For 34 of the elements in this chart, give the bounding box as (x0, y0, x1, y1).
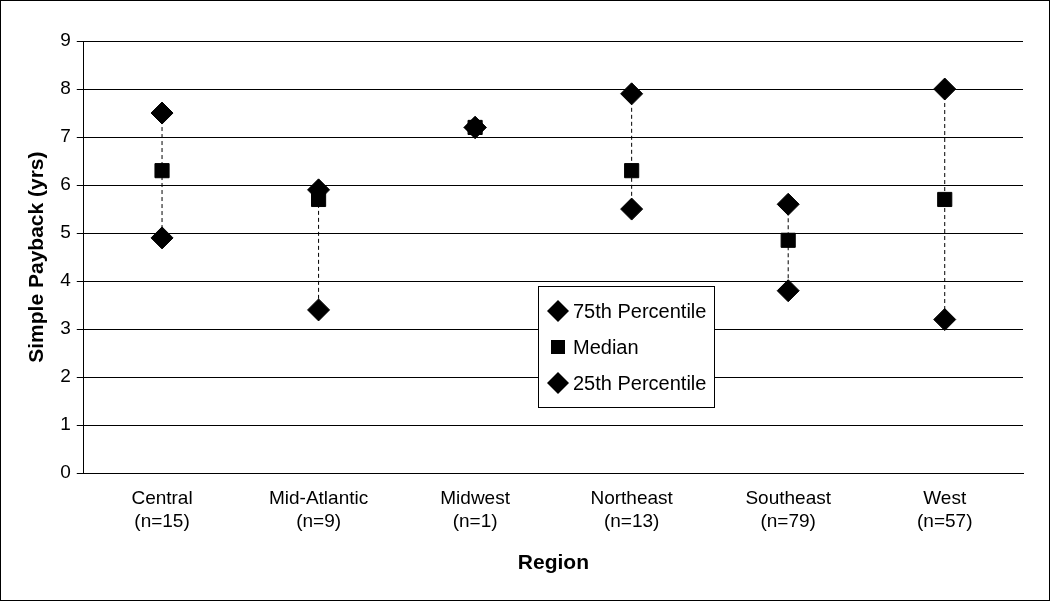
point (780, 232, 796, 248)
y-tick-label: 5 (60, 221, 71, 243)
x-tick-label: West (n=57) (917, 486, 973, 531)
y-tick-label: 4 (60, 269, 72, 291)
x-tick-label: Central (n=15) (131, 486, 193, 531)
y-tick-label: 8 (60, 77, 71, 99)
x-axis-title: Region (517, 550, 589, 574)
point (624, 163, 640, 179)
y-tick-label: 2 (60, 365, 71, 387)
y-axis-title: Simple Payback (yrs) (24, 151, 48, 363)
point (150, 226, 174, 250)
point (776, 192, 800, 216)
y-tick-label: 9 (60, 29, 71, 51)
y-tick-label: 0 (60, 461, 71, 483)
point (620, 82, 644, 106)
point (933, 308, 957, 332)
point (150, 101, 174, 125)
x-tick-label: Southeast (n=79) (745, 486, 832, 531)
point (154, 163, 170, 179)
point (937, 191, 953, 208)
point (307, 298, 331, 322)
y-tick-label: 1 (60, 413, 71, 435)
x-tick-label: Mid-Atlantic (n=9) (268, 486, 369, 531)
x-tick-label: Northeast (n=13) (590, 486, 674, 531)
y-tick-label: 6 (60, 173, 71, 195)
point (620, 197, 644, 221)
legend-label: 75th Percentile (573, 299, 707, 323)
legend-label: Median (573, 335, 639, 359)
point (933, 77, 957, 101)
point (776, 279, 800, 303)
y-tick-label: 3 (60, 317, 71, 339)
legend-label: 25th Percentile (573, 371, 707, 395)
x-tick-label: Midwest (n=1) (440, 486, 511, 531)
y-tick-label: 7 (60, 125, 71, 147)
